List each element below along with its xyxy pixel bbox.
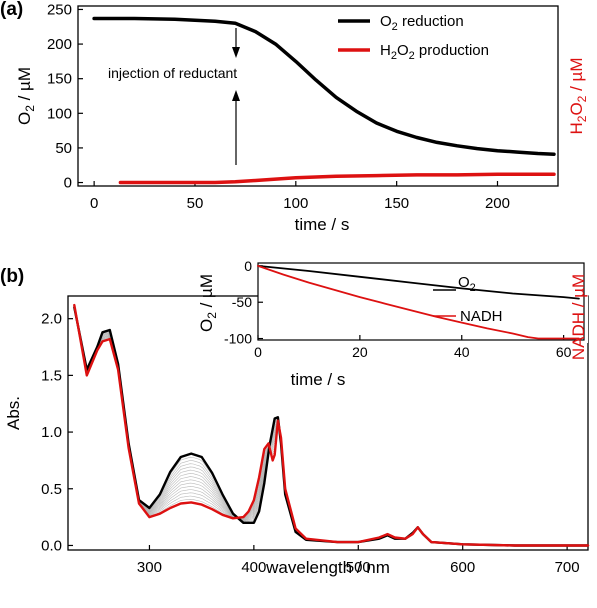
panel-b-x-tick-label: 400 [241,559,266,576]
panel-a-y-tick-label: 250 [47,1,72,18]
inset-x-axis-title: time / s [291,370,346,389]
panel-a-series-o2-reduction [92,16,556,156]
panel-a-x-axis-title: time / s [295,215,350,234]
panel-a-ticks: 0 50 100 150 200 0 50 100 150 200 250 [47,1,510,212]
panel-a-y-tick-label: 100 [47,105,72,122]
inset-series-nadh [257,265,580,340]
panel-a-x-tick-label: 150 [384,195,409,212]
panel-a-y-axis-title-left: O2 / µM [15,67,37,125]
panel-b-x-tick-label: 600 [450,559,475,576]
inset-x-tick-label: 20 [352,344,368,360]
panel-b-y-axis-title: Abs. [4,396,23,430]
inset-ticks: 0 20 40 60 0 -50 -100 [224,258,572,360]
panel-a-series-h2o2-production [118,172,556,185]
panel-a-frame [77,5,559,187]
legend-h2o2-production: H2O2 production [380,42,489,62]
panel-b-x-axis-title: wavelength / nm [265,558,390,577]
legend-inset-nadh: NADH [460,308,503,325]
inset-x-tick-label: 0 [254,344,262,360]
panel-b-y-tick-label: 1.5 [41,367,62,384]
panel-a-y-axis-title-right: H2O2 / µM [567,57,589,134]
legend-o2-reduction: O2 reduction [380,13,464,33]
injection-arrows [232,28,240,165]
inset-plot: 0 20 40 60 0 -50 -100 O2 NADH time / s O2 / µM… [197,258,588,389]
inset-y-axis-title-left: O2 / µM [197,274,219,332]
inset-y-tick-label: 0 [244,258,252,274]
inset-series [257,265,580,340]
panel-b-x-tick-label: 300 [137,559,162,576]
panel-b-y-tick-label: 0.5 [41,481,62,498]
inset-y-tick-label: -50 [232,294,252,310]
panel-a-plot: 0 50 100 150 200 0 50 100 150 200 250 injection of… [15,1,589,234]
inset-x-tick-label: 40 [454,344,470,360]
annotation-injection: injection of reductant [108,65,237,81]
panel-b-series-final-spectrum [73,303,590,547]
panel-b-series [73,303,590,547]
panel-b-y-tick-label: 0.0 [41,537,62,554]
panel-a-y-tick-label: 200 [47,36,72,53]
inset-frame [257,262,585,341]
inset-y-tick-label: -100 [224,331,252,347]
panel-a-x-tick-label: 100 [283,195,308,212]
panel-a-y-tick-label: 50 [55,140,72,157]
panel-b-x-tick-label: 700 [555,559,580,576]
panel-b-y-tick-label: 2.0 [41,311,62,328]
panel-label-b: (b) [0,266,24,287]
panel-a-x-tick-label: 0 [90,195,98,212]
panel-a-series [92,16,556,185]
inset-x-tick-label: 60 [556,344,572,360]
panel-a-legend: O2 reduction H2O2 production [338,13,489,62]
inset-legend: O2 NADH [433,274,503,325]
panel-b-x-tick-label: 500 [346,559,371,576]
panel-a-y-tick-label: 150 [47,71,72,88]
panel-a-y-tick-label: 0 [64,175,72,192]
panel-label-a: (a) [0,0,23,20]
inset-series-o2 [257,265,580,300]
panel-a-x-tick-label: 200 [485,195,510,212]
panel-b-y-tick-label: 1.0 [41,424,62,441]
panel-a-x-tick-label: 50 [187,195,204,212]
inset-y-axis-title-right: NADH / µM [569,274,588,360]
